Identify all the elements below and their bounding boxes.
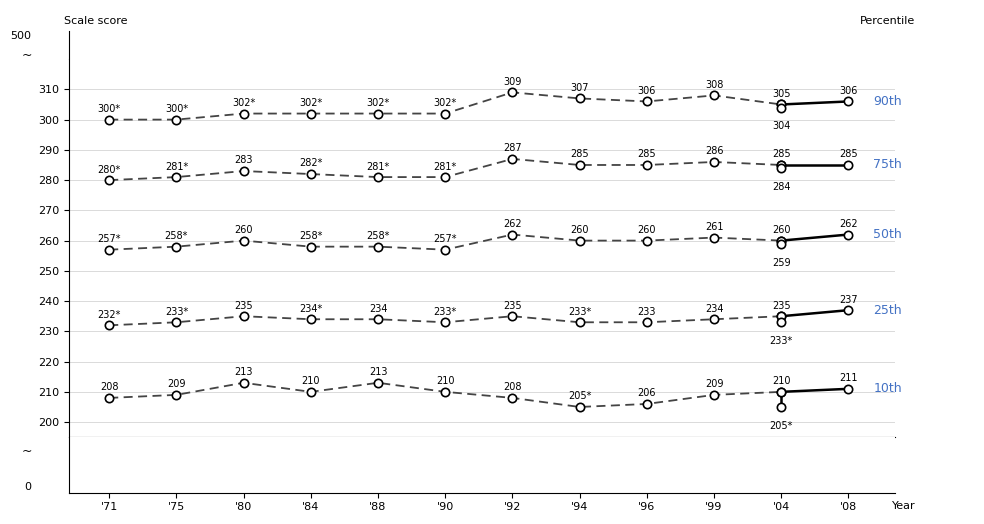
Text: 302*: 302*: [299, 98, 323, 108]
Text: 308: 308: [705, 80, 723, 90]
Text: Percentile: Percentile: [860, 16, 915, 26]
Text: 302*: 302*: [434, 98, 457, 108]
Text: 234*: 234*: [299, 304, 323, 314]
Text: 213: 213: [234, 367, 253, 377]
Text: 233*: 233*: [434, 307, 457, 316]
Text: Year: Year: [892, 501, 915, 511]
Text: 208: 208: [100, 383, 118, 392]
Text: 213: 213: [369, 367, 388, 377]
Text: 205*: 205*: [769, 421, 793, 431]
Text: 210: 210: [436, 376, 455, 386]
Text: 286: 286: [705, 146, 723, 156]
Text: 257*: 257*: [433, 234, 457, 244]
Text: 304: 304: [772, 122, 790, 132]
Text: 259: 259: [771, 257, 790, 268]
Text: 285: 285: [771, 149, 790, 159]
Text: 280*: 280*: [97, 165, 121, 174]
Text: 208: 208: [503, 383, 522, 392]
Text: 300*: 300*: [97, 104, 121, 114]
Text: 306: 306: [839, 86, 858, 96]
Text: 302*: 302*: [366, 98, 390, 108]
Text: 50th: 50th: [874, 228, 902, 241]
Text: 210: 210: [301, 376, 320, 386]
Text: 500: 500: [11, 30, 31, 40]
Text: 234: 234: [369, 304, 388, 314]
Text: Scale score: Scale score: [64, 16, 128, 26]
Text: 285: 285: [638, 149, 656, 159]
Text: 305: 305: [772, 89, 790, 99]
Text: 235: 235: [234, 301, 253, 311]
Text: 261: 261: [705, 222, 723, 232]
Text: 75th: 75th: [874, 158, 902, 171]
Text: 302*: 302*: [232, 98, 255, 108]
Text: 205*: 205*: [568, 391, 591, 401]
Text: 287: 287: [503, 144, 522, 154]
Text: 283: 283: [234, 156, 253, 166]
Text: ~: ~: [22, 444, 31, 457]
Text: 281*: 281*: [434, 161, 457, 171]
Text: ~: ~: [22, 48, 31, 61]
Text: 233*: 233*: [769, 336, 793, 346]
Text: 258*: 258*: [164, 231, 188, 241]
Text: 206: 206: [638, 388, 656, 398]
Text: 309: 309: [503, 77, 522, 87]
Text: 233*: 233*: [568, 307, 591, 316]
Text: 258*: 258*: [366, 231, 390, 241]
Text: 235: 235: [771, 301, 790, 311]
Text: 262: 262: [839, 219, 858, 229]
Text: 281*: 281*: [164, 161, 188, 171]
Text: 260: 260: [234, 225, 253, 235]
Text: 282*: 282*: [299, 158, 323, 169]
Text: 285: 285: [839, 149, 858, 159]
Text: 306: 306: [638, 86, 656, 96]
Text: 257*: 257*: [97, 234, 121, 244]
Text: 234: 234: [705, 304, 723, 314]
Text: 25th: 25th: [874, 304, 902, 316]
Text: 300*: 300*: [165, 104, 188, 114]
Text: 260: 260: [571, 225, 588, 235]
Text: 260: 260: [772, 225, 790, 235]
Text: 211: 211: [839, 373, 858, 383]
Text: 285: 285: [571, 149, 588, 159]
Text: 233: 233: [638, 307, 656, 316]
Text: 209: 209: [167, 379, 186, 389]
Text: 232*: 232*: [97, 310, 121, 320]
Text: 307: 307: [571, 83, 588, 93]
Text: 235: 235: [503, 301, 522, 311]
Text: 210: 210: [772, 376, 790, 386]
Text: 281*: 281*: [366, 161, 390, 171]
Text: 260: 260: [638, 225, 656, 235]
Text: 90th: 90th: [874, 95, 902, 108]
Text: 0: 0: [25, 482, 31, 492]
Text: 233*: 233*: [164, 307, 188, 316]
Text: 258*: 258*: [299, 231, 323, 241]
Text: 237: 237: [839, 294, 858, 304]
Text: 209: 209: [705, 379, 723, 389]
Text: 262: 262: [503, 219, 522, 229]
Text: 284: 284: [772, 182, 790, 192]
Text: 10th: 10th: [874, 383, 902, 395]
